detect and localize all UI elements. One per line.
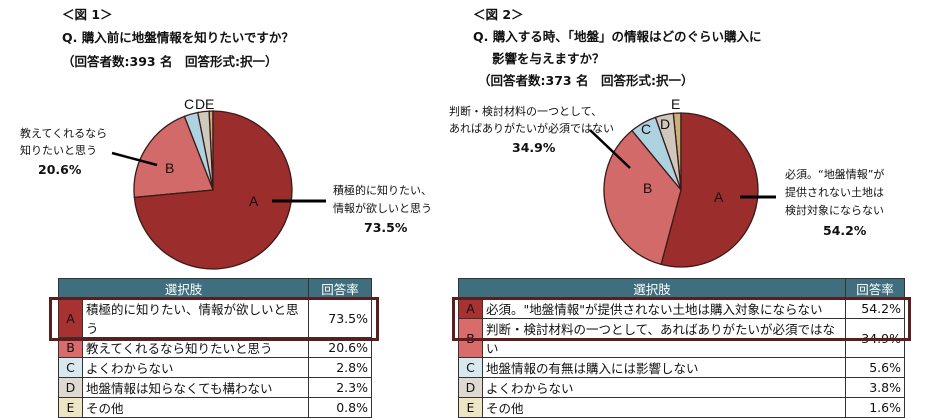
callout-b2-line2: あればありがたいが必須ではない [449,122,614,135]
pie2-slice-a [660,112,759,268]
option-rate: 0.8% [308,397,372,418]
slice-label-a1: A [249,193,259,209]
callout-b1-pct: 20.6% [38,162,82,177]
highlight-box-1 [49,297,379,341]
option-rate: 73.5% [308,298,372,338]
table-row: C 地盤情報の有無は購入には影響しない 5.6% [458,357,905,378]
highlight-box-2 [452,297,911,341]
pie2-slice-b [603,129,682,266]
option-text: 地盤情報の有無は購入には影響しない [482,357,846,378]
table-row: C よくわからない 2.8% [58,357,372,378]
callout-a1-line1: 積極的に知りたい、 [333,184,432,197]
callout-a1-line2: 情報が欲しいと思う [333,202,432,215]
callout-b1-line2: 知りたいと思う [20,144,97,157]
figure1-question: Q. 購入前に地盤情報を知りたいですか？ [62,30,294,45]
figure1-table: 選択肢 回答率 A 積極的に知りたい、情報が欲しいと思う 73.5% B 教えてくれるなら… [58,278,372,418]
option-text: 必須。"地盤情報"が提供されない土地は購入対象にならない [482,298,846,319]
option-rate: 2.3% [308,377,372,398]
option-rate: 5.6% [845,357,905,378]
option-text: その他 [482,397,846,418]
slice-label-e2: E [671,96,681,112]
pie1-slice-a [133,110,293,270]
table-row: A 積極的に知りたい、情報が欲しいと思う 73.5% [58,298,372,338]
table-header-choice: 選択肢 [58,278,309,299]
slice-label-e1: E [205,96,215,112]
option-text: よくわからない [82,357,309,378]
option-letter: E [458,397,483,418]
option-rate: 2.8% [308,357,372,378]
figure2-label: ＜図 2＞ [473,7,524,22]
callout-line-b2 [589,129,631,169]
figure1-meta: （回答者数:393 名 回答形式:択一） [62,54,278,69]
option-letter: C [458,357,483,378]
option-text: 積極的に知りたい、情報が欲しいと思う [82,298,309,338]
option-text: その他 [82,397,309,418]
callout-a2-line1: 必須。“地盤情報”が [785,168,885,181]
option-text: 地盤情報は知らなくても構わない [82,377,309,398]
option-letter: D [458,377,483,398]
table-header-rate: 回答率 [845,278,905,299]
figure2-table: 選択肢 回答率 A 必須。"地盤情報"が提供されない土地は購入対象にならない 54.2… [458,278,905,418]
figure2-question-line2: 影響を与えますか？ [492,51,605,66]
callout-a2-line2: 提供されない土地は [785,186,884,199]
callout-line-b1 [111,151,158,167]
callout-a2-pct: 54.2% [823,223,867,238]
slice-label-a2: A [714,189,724,205]
table-row: D 地盤情報は知らなくても構わない 2.3% [58,377,372,398]
figure2-question-line1: Q. 購入する時、「地盤」の情報はどのぐらい購入に [473,29,762,44]
slice-label-d1: D [195,96,206,112]
table-row: E その他 0.8% [58,397,372,418]
option-letter: E [58,397,83,418]
pie1-slice-b [133,115,214,199]
slice-label-b1: B [165,160,175,176]
callout-a2-line3: 検討対象にならない [785,204,884,217]
option-text: 教えてくれるなら知りたいと思う [82,337,309,358]
figure1-label: ＜図 1＞ [62,7,113,22]
option-letter: A [58,298,83,338]
table-row: B 教えてくれるなら知りたいと思う 20.6% [58,337,372,358]
option-rate: 3.8% [845,377,905,398]
option-text: よくわからない [482,377,846,398]
option-letter: C [58,357,83,378]
slice-label-d2: D [660,116,671,132]
table-header-rate: 回答率 [308,278,372,299]
slice-label-c1: C [184,96,195,112]
callout-a1-pct: 73.5% [364,220,408,235]
callout-b2-pct: 34.9% [512,140,556,155]
option-rate: 1.6% [845,397,905,418]
slice-label-c2: C [641,121,652,137]
option-letter: D [58,377,83,398]
slice-label-b2: B [643,180,653,196]
figure2-meta: （回答者数:373 名 回答形式:択一） [478,73,694,88]
callout-b2-line1: 判断・検討材料の一つとして、 [449,105,603,118]
table-row: E その他 1.6% [458,397,905,418]
table-row: A 必須。"地盤情報"が提供されない土地は購入対象にならない 54.2% [458,298,905,319]
table-row: D よくわからない 3.8% [458,377,905,398]
callout-b1-line1: 教えてくれるなら [20,127,108,140]
table-header-choice: 選択肢 [458,278,846,299]
